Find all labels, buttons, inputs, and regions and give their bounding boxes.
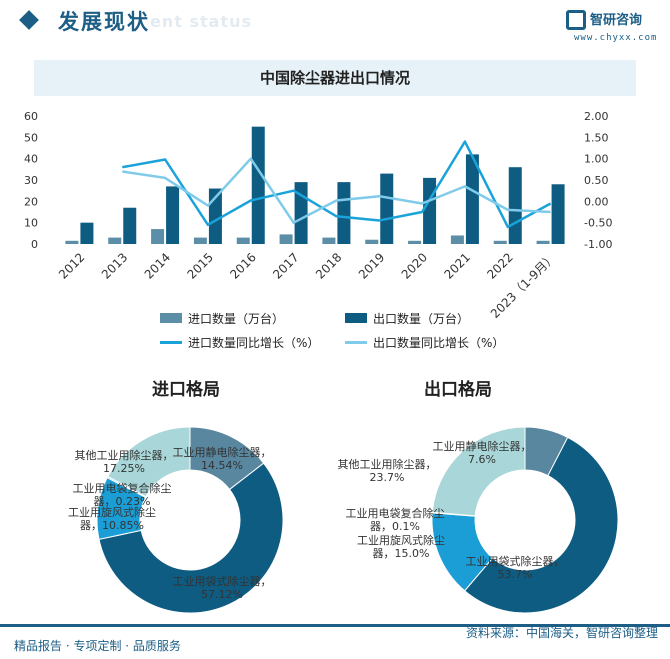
y-right-tick-label: 0.50 [584, 174, 609, 187]
import-quantity-bar [365, 239, 379, 244]
import-quantity-bar [108, 237, 122, 244]
donut-data-label: 工业用袋式除尘器， 53.7% [466, 554, 565, 581]
export-quantity-bar [465, 154, 479, 244]
x-tick-label: 2021 [442, 250, 473, 281]
donut-data-label: 其他工业用除尘器， 17.25% [75, 448, 174, 475]
export-quantity-bar [123, 207, 137, 244]
footer-source: 资料来源：中国海关，智研咨询整理 [465, 626, 658, 640]
y-right-tick-label: -1.00 [584, 238, 612, 251]
donut-data-label: 工业用旋风式除尘器，10.85% [68, 505, 156, 532]
chart-legend: 进口数量（万台） 出口数量（万台） 进口数量同比增长（%） 出口数量同比增长（%） [160, 311, 504, 350]
import-quantity-bar [450, 235, 464, 244]
y-left-tick-label: 20 [24, 195, 38, 208]
export-quantity-bar [551, 184, 565, 244]
donut-slice [107, 426, 191, 498]
export-quantity-bar [337, 182, 351, 244]
x-tick-label: 2014 [142, 250, 173, 281]
logo-icon [566, 10, 586, 30]
export-quantity-bar [166, 186, 180, 244]
import-growth-line [122, 140, 552, 229]
legend-swatch [160, 313, 182, 323]
y-right-tick-label: -0.50 [584, 217, 612, 230]
x-tick-label: 2022 [484, 250, 515, 281]
import-quantity-bar [193, 237, 207, 244]
x-tick-label: 2012 [56, 250, 87, 281]
footer-slogan: 精品报告 · 专项定制 · 品质服务 [14, 639, 181, 653]
x-tick-label: 2017 [270, 250, 301, 281]
import-quantity-bar [493, 240, 507, 244]
logo-name: 智研咨询 [590, 13, 643, 28]
chart-title-bar: 中国除尘器进出口情况 [34, 60, 636, 96]
donut-slice [98, 462, 284, 614]
legend-label: 进口数量（万台） [188, 311, 284, 326]
y-left-tick-label: 40 [24, 153, 38, 166]
donut-data-label: 工业用袋式除尘器， 57.12% [173, 574, 272, 601]
diamond-icon [19, 10, 39, 30]
x-tick-label: 2016 [227, 250, 258, 281]
legend-swatch [345, 341, 367, 344]
section-subtitle: ent status [150, 12, 252, 31]
x-tick-label: 2019 [356, 250, 387, 281]
y-left-tick-label: 10 [24, 217, 38, 230]
section-title: 发展现状 [58, 10, 150, 34]
import-quantity-bar [322, 237, 336, 244]
y-right-tick-label: 1.50 [584, 131, 609, 144]
import-quantity-bar [408, 240, 422, 244]
page-header: ent status 发展现状 智研咨询 www.chyxx.com [0, 0, 670, 46]
y-right-tick-label: 0.00 [584, 195, 609, 208]
import-quantity-bar [279, 234, 293, 244]
y-left-tick-label: 60 [24, 110, 38, 123]
import-quantity-bar [151, 229, 165, 244]
import-donut-chart: 工业用静电除尘器， 14.54% 工业用袋式除尘器， 57.12% 工业用旋风式除尘器，… [68, 426, 284, 614]
legend-label: 出口数量（万台） [373, 311, 469, 326]
legend-swatch [160, 341, 182, 344]
donut-data-label: 工业用静电除尘器， 7.6% [433, 439, 532, 466]
donut-data-label: 工业用静电除尘器， 14.54% [173, 445, 272, 472]
export-quantity-bar [380, 173, 394, 244]
chart-title: 中国除尘器进出口情况 [259, 69, 410, 87]
import-quantity-bar [65, 240, 79, 244]
donut-slice [463, 436, 619, 614]
donut-data-label: 其他工业用除尘器， 23.7% [338, 457, 437, 484]
export-donut-chart: 工业用静电除尘器， 7.6% 工业用袋式除尘器， 53.7% 工业用旋风式除尘器，15.… [338, 426, 619, 614]
legend-swatch [345, 313, 367, 323]
x-tick-label: 2020 [399, 250, 430, 281]
x-tick-label: 2015 [185, 250, 216, 281]
import-pie-title: 进口格局 [152, 380, 220, 400]
x-tick-label: 2013 [99, 250, 130, 281]
export-quantity-bar [80, 222, 94, 244]
import-quantity-bar [536, 240, 550, 244]
donut-slice [431, 426, 526, 517]
y-left-tick-label: 30 [24, 174, 38, 187]
export-quantity-bar [423, 177, 437, 244]
import-quantity-bar [236, 237, 250, 244]
donut-data-label: 工业用电袋复合除尘器，0.23% [73, 481, 172, 508]
export-quantity-bar [251, 126, 265, 244]
footer-divider [0, 624, 670, 627]
y-left-tick-label: 50 [24, 131, 38, 144]
legend-label: 出口数量同比增长（%） [373, 335, 504, 350]
export-quantity-bar [508, 167, 522, 244]
y-right-tick-label: 1.00 [584, 153, 609, 166]
y-left-tick-label: 0 [31, 238, 38, 251]
logo-url: www.chyxx.com [574, 33, 658, 43]
export-growth-line [122, 157, 551, 224]
y-right-tick-label: 2.00 [584, 110, 609, 123]
legend-label: 进口数量同比增长（%） [188, 335, 319, 350]
donut-data-label: 工业用旋风式除尘器，15.0% [357, 533, 445, 560]
combo-chart: 0 10 20 30 40 50 60 -1.00 -0.50 0.00 0.50 1.00 1.50 2… [24, 110, 612, 321]
export-pie-title: 出口格局 [424, 380, 492, 400]
x-tick-label: 2018 [313, 250, 344, 281]
donut-data-label: 工业用电袋复合除尘器，0.1% [346, 506, 445, 533]
